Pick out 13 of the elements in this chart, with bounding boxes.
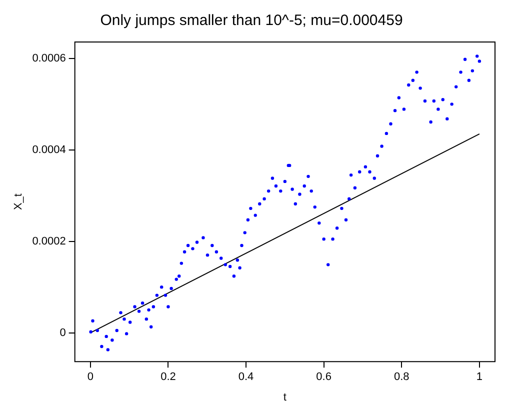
y-axis-title: X_t [12,194,25,210]
chart-title: Only jumps smaller than 10^-5; mu=0.000459 [100,12,403,30]
y-tick-label: 0 [60,326,66,339]
y-tick-label: 0.0004 [32,144,66,156]
x-tick-label: 0.6 [316,371,332,384]
y-tick-label: 0.0006 [32,52,66,64]
x-tick-label: 0 [87,371,94,384]
x-axis-title: t [283,391,286,404]
x-tick-label: 0.2 [160,371,176,384]
x-tick-label: 0.4 [238,371,254,384]
x-tick-label: 0.8 [394,371,410,384]
x-tick-label: 1 [476,371,482,384]
y-tick-label: 0.0002 [32,235,66,248]
